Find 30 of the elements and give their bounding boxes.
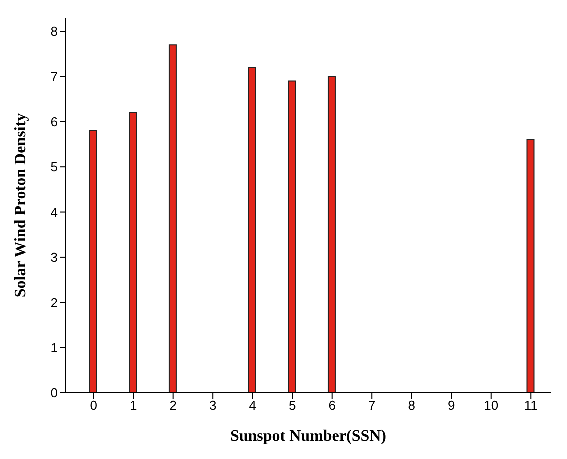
y-tick-label: 5 [50,160,58,175]
bar [288,80,296,393]
y-tick-label: 0 [50,386,58,401]
x-tick-label: 2 [170,398,177,414]
y-tick-label: 8 [50,24,58,40]
y-axis-title: Solar Wind Proton Density [12,113,30,298]
x-tick-label: 5 [288,398,296,414]
y-tick-label: 1 [50,340,58,356]
y-tick-label: 2 [50,295,58,310]
x-tick-label: 3 [209,398,217,414]
bar [168,44,177,393]
bar [526,139,535,393]
bar [328,76,336,393]
bar [89,130,98,393]
x-tick-label: 1 [130,398,138,414]
x-tick-label: 6 [328,398,336,414]
y-tick-label: 4 [50,204,58,220]
x-tick-label: 10 [484,398,499,414]
y-tick-label: 3 [50,250,58,266]
x-tick-label: 9 [448,398,456,414]
x-tick-label: 4 [249,398,256,414]
bar [129,112,138,393]
x-tick-label: 7 [368,398,376,414]
y-tick-label: 6 [50,114,58,130]
y-tick-label: 7 [50,69,58,84]
x-tick-label: 8 [408,398,416,414]
x-tick-label: 0 [90,398,98,414]
x-axis-title: Sunspot Number(SSN) [230,428,387,445]
bar [248,67,256,393]
x-tick-label: 11 [524,398,538,414]
